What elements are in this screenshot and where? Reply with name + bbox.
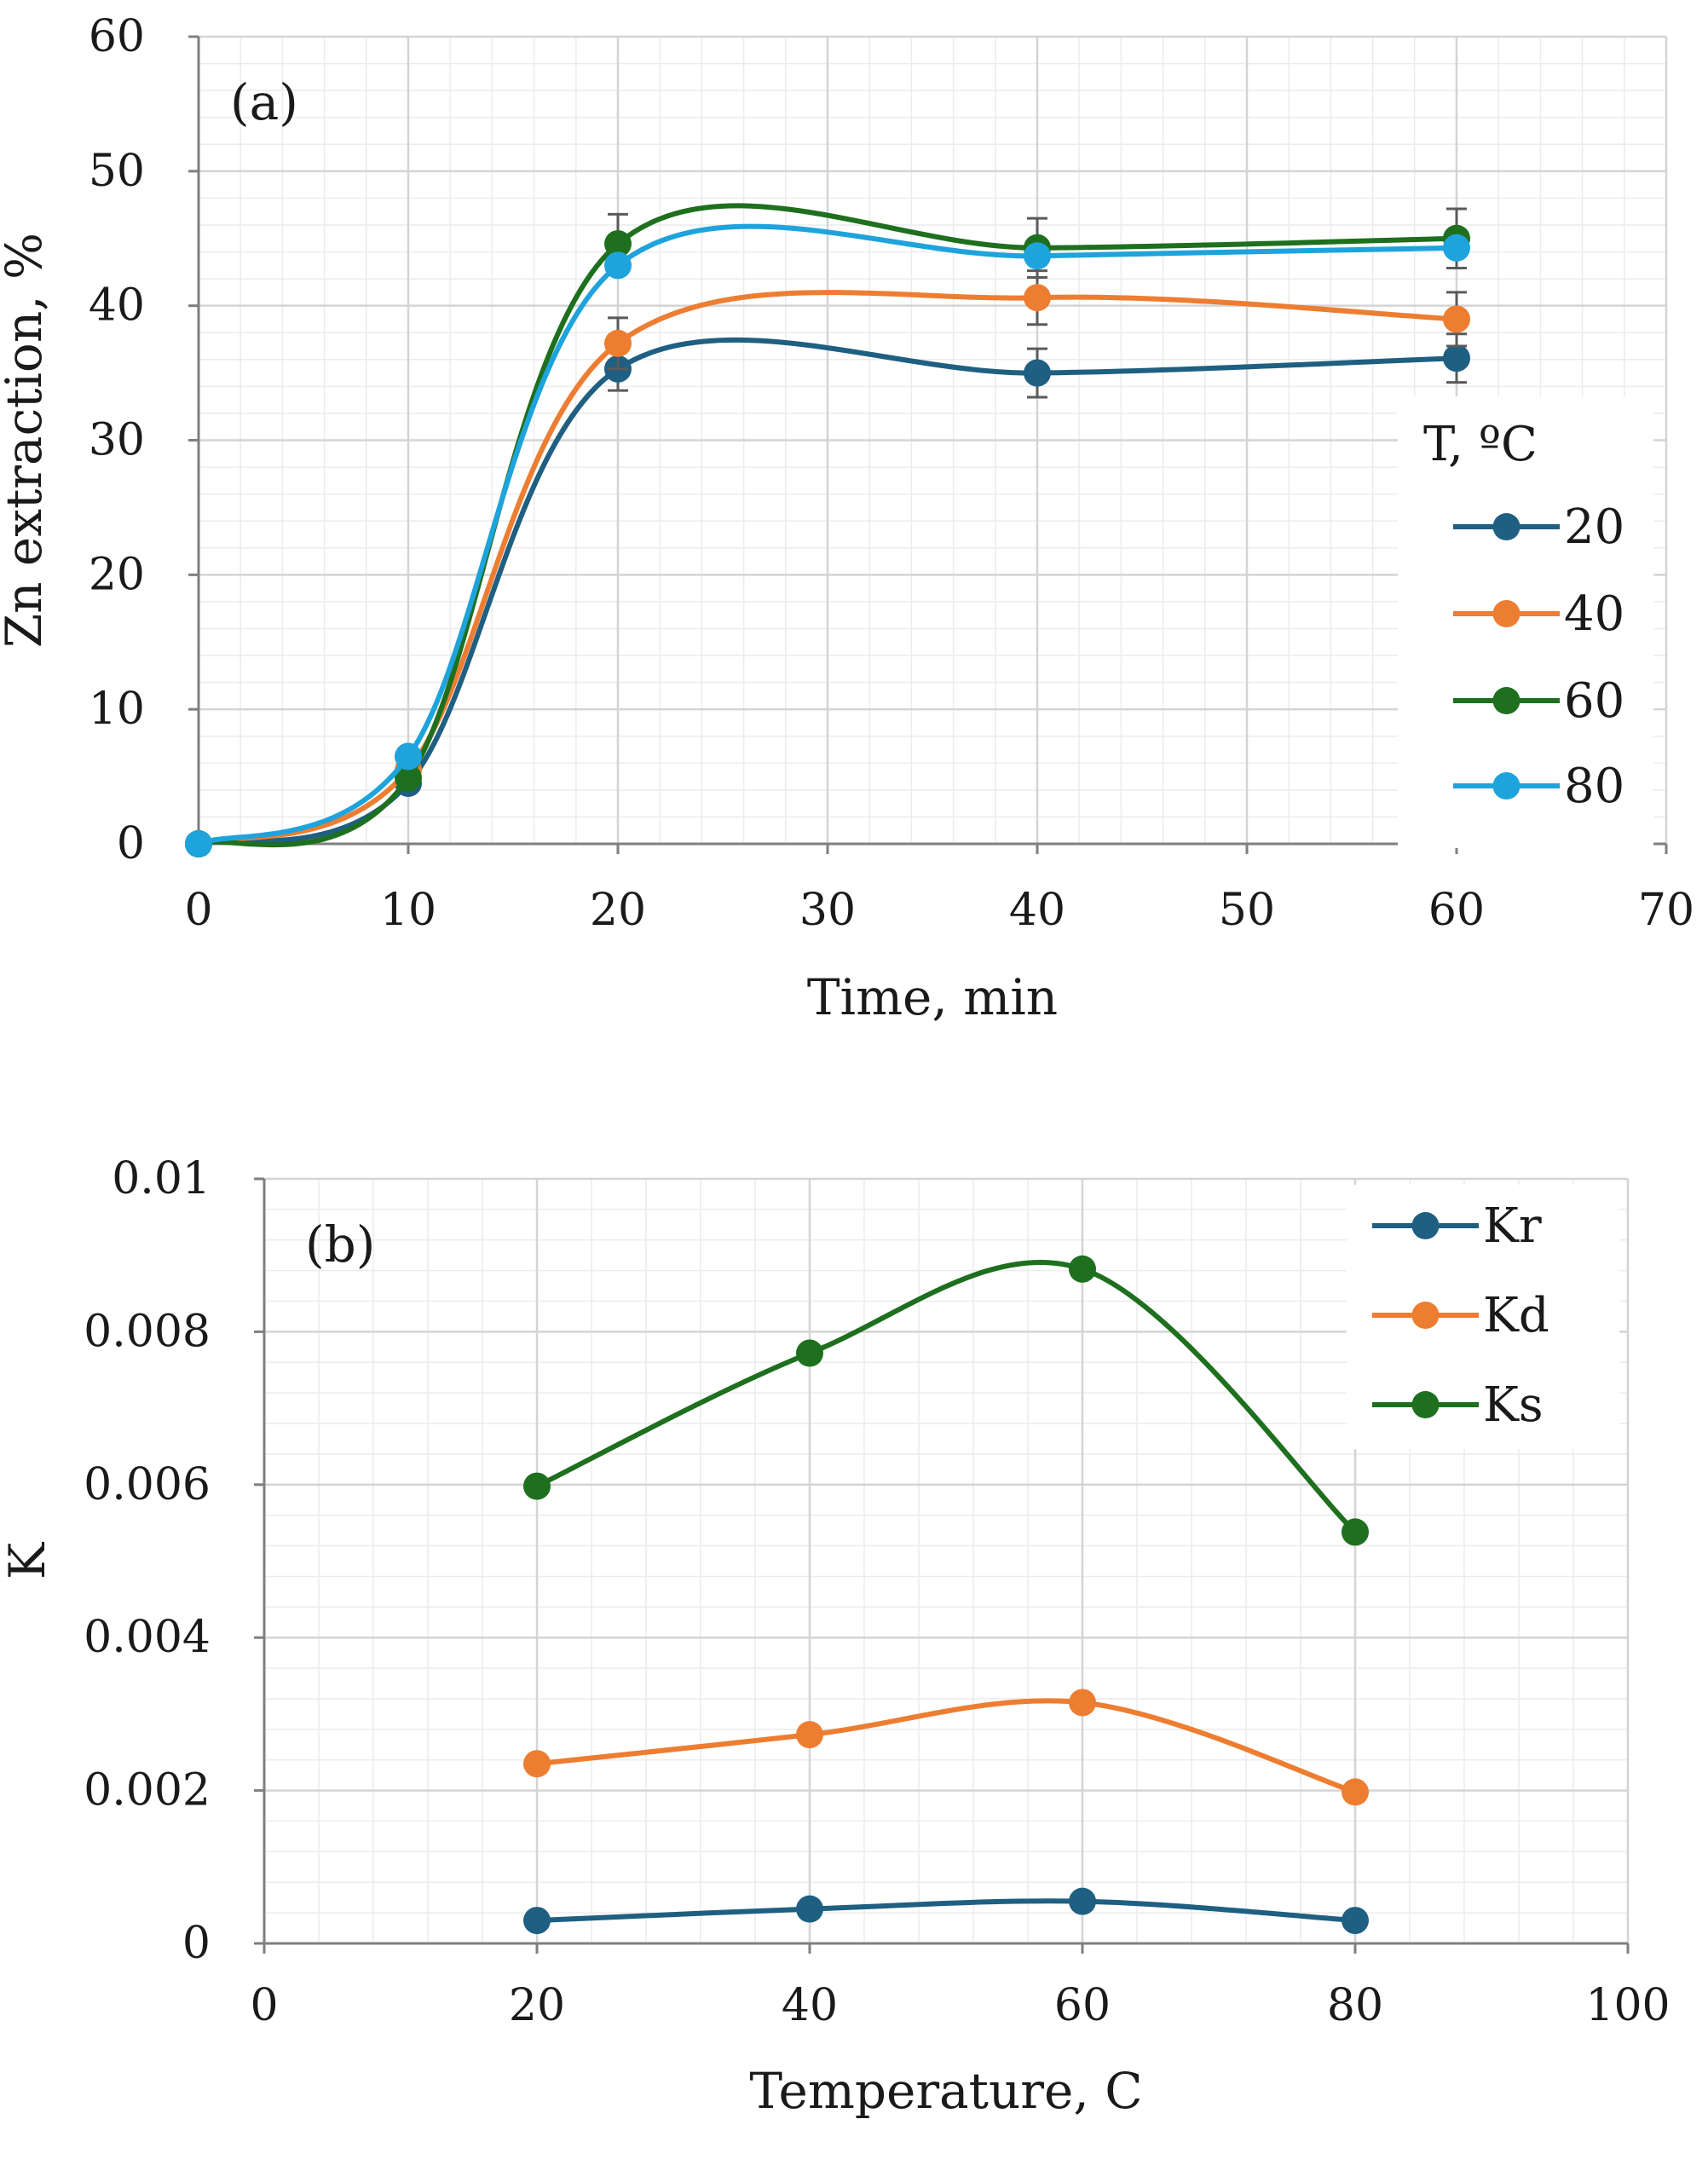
series-line <box>534 1898 1358 1924</box>
x-tick-label: 100 <box>1585 1980 1670 2031</box>
x-tick-label: 20 <box>509 1980 565 2031</box>
series-Ks <box>523 1255 1369 1546</box>
x-tick-label: 60 <box>1054 1980 1111 2031</box>
data-point <box>1342 1778 1369 1806</box>
legend: Kr Kd Ks <box>1347 1185 1619 1449</box>
legend-marker <box>1492 513 1520 540</box>
data-point <box>604 251 632 280</box>
x-tick-label: 0 <box>184 885 212 936</box>
data-point <box>796 1895 823 1923</box>
x-tick-label: 20 <box>590 885 646 936</box>
y-axis-title: K <box>0 1541 56 1579</box>
x-tick-label: 0 <box>250 1980 278 2031</box>
x-tick-label: 60 <box>1428 885 1485 936</box>
y-tick-label: 0 <box>117 818 145 869</box>
data-point <box>1024 359 1051 387</box>
x-axis-title: Time, min <box>807 968 1058 1026</box>
legend-marker <box>1411 1391 1440 1418</box>
chart-panel-a: 0 10 20 30 40 50 60 70 0 10 20 30 40 50 60 Time, min Zn … <box>0 11 1694 1026</box>
legend-marker <box>1411 1302 1440 1329</box>
legend-marker <box>1492 600 1520 627</box>
data-point <box>796 1339 823 1367</box>
y-tick-label: 60 <box>89 11 145 62</box>
panel-label: (b) <box>305 1215 375 1273</box>
y-tick-label: 10 <box>89 684 145 735</box>
data-point <box>1443 234 1470 262</box>
legend-marker <box>1411 1212 1440 1239</box>
legend-box <box>1398 396 1653 848</box>
data-point <box>1024 284 1051 312</box>
legend-label: 80 <box>1564 759 1624 814</box>
x-tick-label: 40 <box>782 1980 838 2031</box>
legend-label: 20 <box>1564 499 1624 555</box>
data-point <box>796 1721 823 1749</box>
data-point <box>523 1750 551 1778</box>
data-point <box>395 764 422 792</box>
y-tick-label: 0.002 <box>84 1765 211 1816</box>
y-tick-label: 0.004 <box>84 1612 211 1663</box>
y-tick-label: 0.008 <box>84 1306 211 1357</box>
y-tick-label: 40 <box>89 280 145 332</box>
x-axis-title: Temperature, C <box>749 2062 1142 2120</box>
data-point <box>604 329 632 357</box>
legend-label: Ks <box>1483 1377 1544 1433</box>
panel-label: (a) <box>230 73 298 131</box>
chart-panel-b: 0 20 40 60 80 100 0 0.002 0.004 0.006 0.008 0.01 Tem… <box>0 1153 1670 2120</box>
series-line <box>534 1698 1358 1795</box>
legend-label: 60 <box>1564 673 1624 729</box>
data-point <box>1069 1689 1096 1717</box>
x-tick-label: 30 <box>799 885 856 936</box>
legend-label: 40 <box>1564 586 1624 642</box>
series-Kd <box>523 1689 1369 1806</box>
legend-title: T, ºC <box>1423 417 1538 472</box>
y-tick-label: 0.01 <box>112 1153 211 1204</box>
legend-marker <box>1492 687 1520 714</box>
data-point <box>1443 344 1470 372</box>
data-point <box>1069 1255 1096 1283</box>
data-point <box>523 1472 551 1500</box>
x-tick-label: 70 <box>1638 885 1694 936</box>
y-tick-label: 30 <box>89 415 145 466</box>
data-point <box>1024 242 1051 270</box>
legend-marker <box>1492 772 1520 800</box>
x-tick-label: 10 <box>380 885 436 936</box>
legend-label: Kr <box>1483 1198 1542 1254</box>
x-tick-label: 80 <box>1327 1980 1383 2031</box>
data-point <box>1342 1518 1369 1546</box>
data-point <box>1342 1907 1369 1935</box>
y-tick-label: 20 <box>89 549 145 600</box>
y-axis-title: Zn extraction, % <box>0 233 53 648</box>
data-point <box>395 742 422 771</box>
legend-label: Kd <box>1483 1288 1549 1343</box>
series-line <box>534 1260 1358 1535</box>
series-80 <box>185 223 1470 857</box>
data-point <box>1069 1887 1096 1915</box>
x-tick-label: 50 <box>1219 885 1275 936</box>
legend: T, ºC 20 40 60 80 <box>1398 396 1653 848</box>
y-tick-label: 0 <box>182 1918 211 1969</box>
data-point <box>1443 305 1470 333</box>
data-point <box>604 230 632 258</box>
y-tick-label: 50 <box>89 146 145 197</box>
data-point <box>523 1907 551 1935</box>
series-Kr <box>523 1887 1369 1935</box>
data-point <box>185 830 212 857</box>
x-tick-label: 40 <box>1009 885 1065 936</box>
y-tick-label: 0.006 <box>84 1459 211 1510</box>
